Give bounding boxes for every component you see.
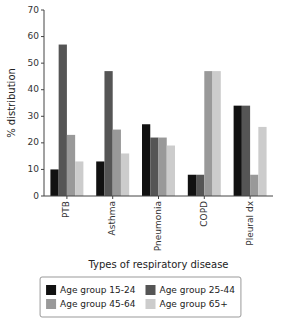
legend-label: Age group 45-64	[60, 299, 136, 309]
y-tick	[41, 89, 44, 90]
x-tick	[250, 196, 251, 199]
axes: 0 10 20 30 40 50 60 70 PTB Asthma Pneumonia COPD Ple…	[28, 5, 273, 252]
y-tick-label: 70	[28, 5, 40, 15]
bars	[50, 45, 266, 196]
legend-label: Age group 15-24	[60, 285, 136, 295]
y-tick-label: 0	[33, 191, 39, 201]
bar	[258, 127, 266, 196]
legend-swatch	[46, 299, 56, 309]
bar	[188, 175, 196, 196]
bar	[196, 175, 204, 196]
y-tick	[41, 169, 44, 170]
bar	[67, 135, 75, 196]
x-tick	[66, 196, 67, 199]
legend-frame	[40, 277, 241, 317]
y-tick-label: 40	[28, 84, 40, 94]
y-tick	[41, 196, 44, 197]
legend: Age group 15-24 Age group 25-44 Age group …	[40, 277, 241, 317]
y-tick-label: 30	[28, 111, 40, 121]
bar	[167, 146, 175, 196]
legend-swatch	[146, 299, 156, 309]
bar	[159, 138, 167, 196]
x-tick-label: Asthma	[107, 201, 117, 235]
y-tick	[41, 63, 44, 64]
legend-swatch	[46, 285, 56, 295]
y-tick	[41, 10, 44, 11]
bar	[213, 71, 221, 196]
bar	[242, 106, 250, 196]
y-axis-label: % distribution	[6, 68, 17, 138]
bar	[204, 71, 212, 196]
x-tick-label: PTB	[61, 201, 71, 218]
legend-label: Age group 65+	[160, 299, 228, 309]
bar	[75, 161, 83, 196]
x-tick-label: COPD	[199, 201, 209, 227]
x-tick-label: Pleural dx	[245, 200, 255, 245]
y-tick-label: 10	[28, 164, 40, 174]
legend-label: Age group 25-44	[160, 285, 236, 295]
y-tick-label: 50	[28, 58, 40, 68]
y-tick-label: 60	[28, 31, 40, 41]
x-tick	[112, 196, 113, 199]
y-tick	[41, 116, 44, 117]
bar	[142, 124, 150, 196]
bar	[113, 130, 121, 196]
y-tick-label: 20	[28, 137, 40, 147]
chart: 0 10 20 30 40 50 60 70 PTB Asthma Pneumonia COPD Ple…	[0, 0, 281, 321]
bar	[104, 71, 112, 196]
legend-swatch	[146, 285, 156, 295]
bar	[150, 138, 158, 196]
x-tick-label: Pneumonia	[153, 201, 163, 251]
bar	[234, 106, 242, 196]
y-tick	[41, 142, 44, 143]
bar	[96, 161, 104, 196]
y-tick	[41, 36, 44, 37]
y-axis-line	[44, 10, 45, 196]
bar	[250, 175, 258, 196]
x-tick	[158, 196, 159, 199]
bar	[59, 45, 67, 196]
x-tick	[204, 196, 205, 199]
bar	[121, 153, 129, 196]
bar	[50, 169, 58, 196]
x-axis-label: Types of respiratory disease	[87, 259, 228, 270]
